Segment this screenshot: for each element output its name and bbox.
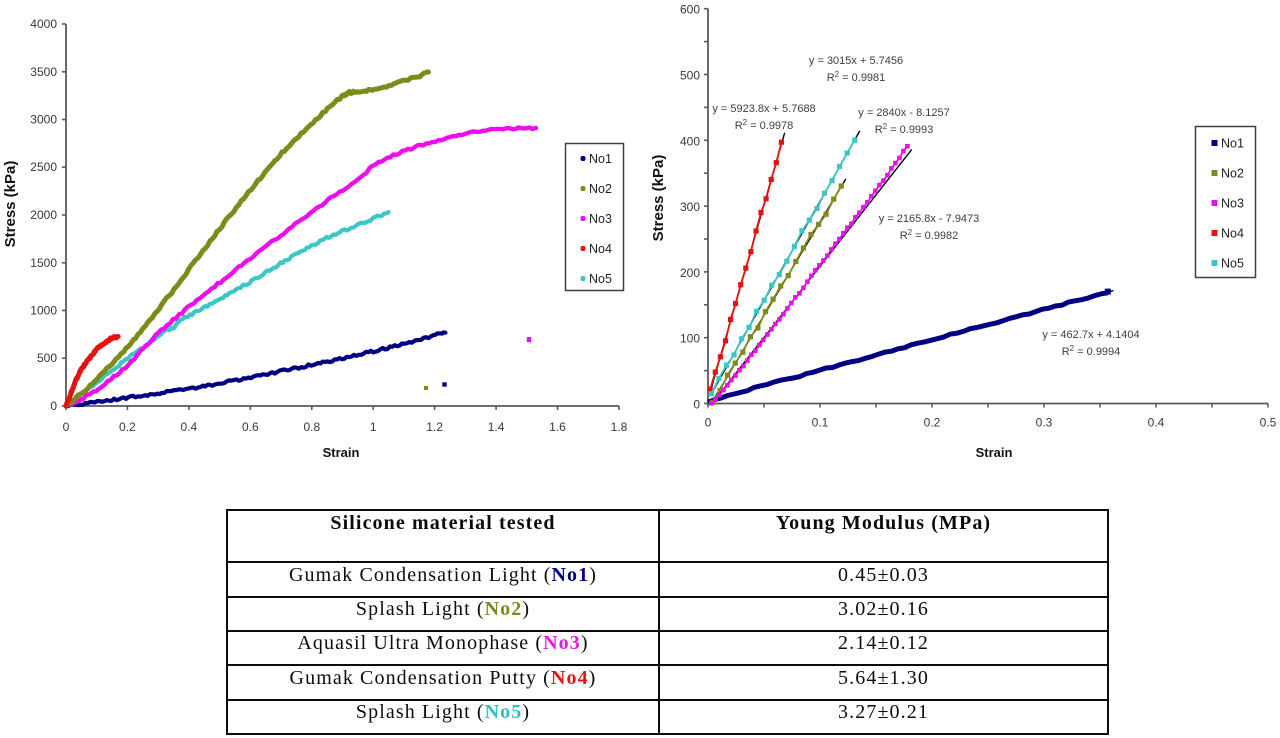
svg-text:y = 3015x + 5.7456: y = 3015x + 5.7456 [809, 55, 903, 67]
svg-text:R2 = 0.9994: R2 = 0.9994 [1062, 344, 1121, 358]
svg-text:1.8: 1.8 [611, 420, 628, 434]
svg-text:No4: No4 [589, 242, 612, 256]
svg-text:No5: No5 [589, 272, 612, 286]
svg-text:200: 200 [680, 266, 700, 280]
svg-text:0.6: 0.6 [242, 420, 259, 434]
svg-text:1000: 1000 [30, 304, 57, 318]
svg-text:No2: No2 [1221, 167, 1244, 181]
svg-text:0.4: 0.4 [181, 420, 198, 434]
svg-text:R2 = 0.9981: R2 = 0.9981 [827, 70, 886, 84]
svg-text:0.2: 0.2 [924, 416, 941, 430]
svg-text:0.3: 0.3 [1036, 416, 1053, 430]
svg-text:y = 462.7x + 4.1404: y = 462.7x + 4.1404 [1042, 329, 1139, 341]
svg-text:0.5: 0.5 [1260, 416, 1277, 430]
svg-text:0: 0 [50, 399, 57, 413]
svg-text:0.2: 0.2 [119, 420, 136, 434]
svg-text:1.4: 1.4 [488, 420, 505, 434]
svg-text:1500: 1500 [30, 256, 57, 270]
svg-text:No3: No3 [1221, 197, 1244, 211]
svg-text:Stress (kPa): Stress (kPa) [650, 155, 667, 242]
svg-text:0.4: 0.4 [1148, 416, 1165, 430]
svg-text:y = 2165.8x - 7.9473: y = 2165.8x - 7.9473 [879, 213, 980, 225]
svg-text:No3: No3 [589, 212, 612, 226]
svg-text:600: 600 [680, 3, 700, 17]
svg-text:y = 2840x - 8.1257: y = 2840x - 8.1257 [858, 107, 949, 119]
svg-text:2000: 2000 [30, 208, 57, 222]
svg-text:No1: No1 [1221, 137, 1244, 151]
svg-text:Strain: Strain [976, 445, 1013, 460]
svg-text:No5: No5 [1221, 257, 1244, 271]
svg-text:0: 0 [693, 398, 700, 412]
svg-text:No1: No1 [589, 152, 612, 166]
svg-text:1.6: 1.6 [549, 420, 566, 434]
svg-text:100: 100 [680, 332, 700, 346]
svg-text:0: 0 [63, 420, 70, 434]
svg-text:500: 500 [37, 351, 57, 365]
svg-text:500: 500 [680, 69, 700, 83]
svg-text:1.2: 1.2 [426, 420, 443, 434]
svg-text:R2 = 0.9993: R2 = 0.9993 [875, 122, 934, 136]
svg-text:y = 5923.8x + 5.7688: y = 5923.8x + 5.7688 [712, 103, 815, 115]
svg-text:0: 0 [705, 416, 712, 430]
svg-text:2500: 2500 [30, 160, 57, 174]
svg-text:Strain: Strain [323, 445, 360, 460]
svg-text:0.8: 0.8 [303, 420, 320, 434]
svg-text:0.1: 0.1 [812, 416, 829, 430]
svg-text:3000: 3000 [30, 113, 57, 127]
svg-text:R2 = 0.9982: R2 = 0.9982 [900, 228, 959, 242]
svg-text:300: 300 [680, 200, 700, 214]
svg-text:4000: 4000 [30, 17, 57, 31]
svg-text:1: 1 [370, 420, 377, 434]
svg-text:R2 = 0.9978: R2 = 0.9978 [735, 118, 794, 132]
svg-text:400: 400 [680, 134, 700, 148]
svg-text:3500: 3500 [30, 65, 57, 79]
svg-text:No4: No4 [1221, 227, 1244, 241]
svg-text:Stress (kPa): Stress (kPa) [2, 161, 19, 248]
svg-text:No2: No2 [589, 182, 612, 196]
